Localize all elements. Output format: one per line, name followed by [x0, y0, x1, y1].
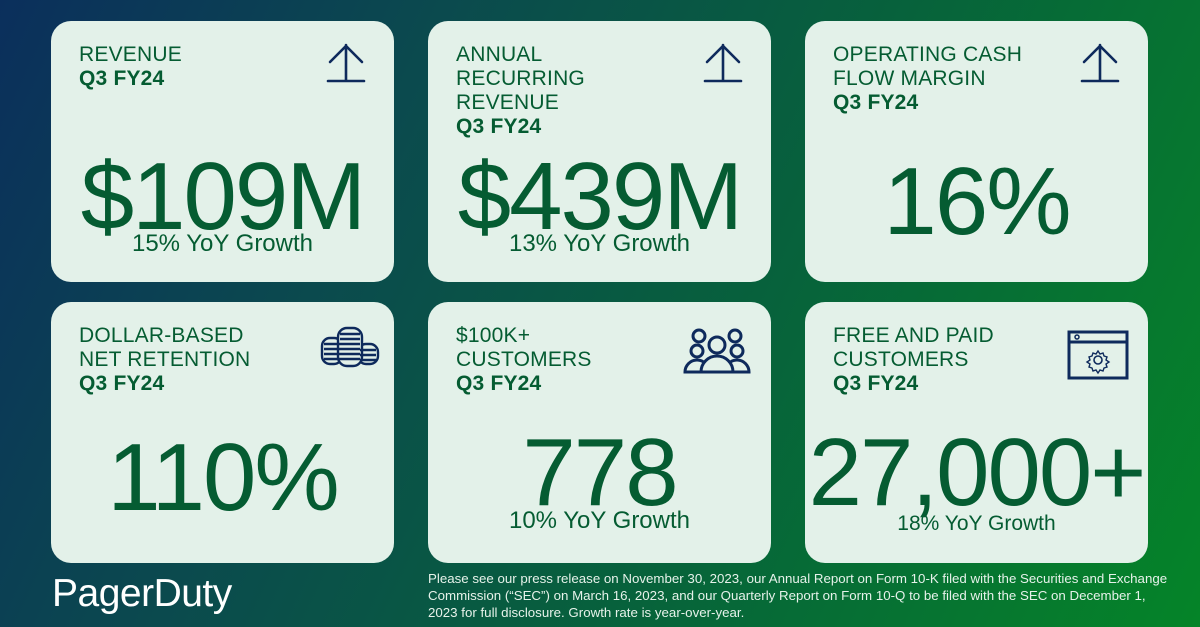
- card-period: Q3 FY24: [833, 91, 919, 114]
- title-line: CUSTOMERS: [456, 348, 592, 371]
- pagerduty-logo: PagerDuty: [52, 572, 232, 615]
- title-line: $100K+: [456, 324, 531, 347]
- growth-text: 15% YoY Growth: [131, 230, 314, 257]
- card-title: ANNUAL RECURRING REVENUE Q3 FY24: [456, 43, 676, 139]
- card-period: Q3 FY24: [833, 372, 919, 395]
- disclaimer-text: Please see our press release on November…: [428, 571, 1168, 620]
- card-period: Q3 FY24: [456, 115, 542, 138]
- title-line: REVENUE: [79, 43, 182, 66]
- title-line: FREE AND PAID: [833, 324, 994, 347]
- browser-gear-icon: [1067, 330, 1129, 380]
- card-period: Q3 FY24: [456, 372, 542, 395]
- title-line: DOLLAR-BASED: [79, 324, 244, 347]
- title-line: OPERATING CASH: [833, 43, 1023, 66]
- card-title: $100K+ CUSTOMERS Q3 FY24: [456, 324, 676, 396]
- title-line: NET RETENTION: [79, 348, 251, 371]
- title-line: REVENUE: [456, 91, 559, 114]
- metric-value: 778: [522, 419, 678, 526]
- title-line: FLOW MARGIN: [833, 67, 986, 90]
- metric-card-revenue: REVENUE Q3 FY24 $109M 15% YoY Growth: [51, 21, 394, 282]
- metric-value: 27,000+: [808, 419, 1147, 526]
- title-line: CUSTOMERS: [833, 348, 969, 371]
- card-period: Q3 FY24: [79, 372, 165, 395]
- metric-card-ocf-margin: OPERATING CASH FLOW MARGIN Q3 FY24 16%: [805, 21, 1148, 282]
- arrow-up-icon: [322, 39, 370, 87]
- arrow-up-icon: [699, 39, 747, 87]
- card-title: OPERATING CASH FLOW MARGIN Q3 FY24: [833, 43, 1053, 115]
- title-line: ANNUAL RECURRING: [456, 43, 585, 90]
- metric-card-100k-customers: $100K+ CUSTOMERS Q3 FY24 778 10% YoY Gro…: [428, 302, 771, 563]
- metric-card-arr: ANNUAL RECURRING REVENUE Q3 FY24 $439M 1…: [428, 21, 771, 282]
- metric-value: $439M: [457, 143, 744, 250]
- growth-text: 18% YoY Growth: [897, 512, 1056, 535]
- arrow-up-icon: [1076, 39, 1124, 87]
- card-title: REVENUE Q3 FY24: [79, 43, 299, 91]
- metric-card-net-retention: DOLLAR-BASED NET RETENTION Q3 FY24 110%: [51, 302, 394, 563]
- card-title: FREE AND PAID CUSTOMERS Q3 FY24: [833, 324, 1053, 396]
- metric-value: 16%: [883, 148, 1071, 255]
- coin-stacks-icon: [320, 324, 380, 368]
- card-title: DOLLAR-BASED NET RETENTION Q3 FY24: [79, 324, 299, 396]
- people-group-icon: [681, 328, 753, 374]
- growth-text: 13% YoY Growth: [508, 230, 691, 257]
- growth-text: 10% YoY Growth: [508, 507, 691, 534]
- metric-card-free-paid-customers: FREE AND PAID CUSTOMERS Q3 FY24 27,000+ …: [805, 302, 1148, 563]
- metric-value: $109M: [80, 143, 367, 250]
- metric-value: 110%: [107, 424, 339, 531]
- card-period: Q3 FY24: [79, 67, 165, 90]
